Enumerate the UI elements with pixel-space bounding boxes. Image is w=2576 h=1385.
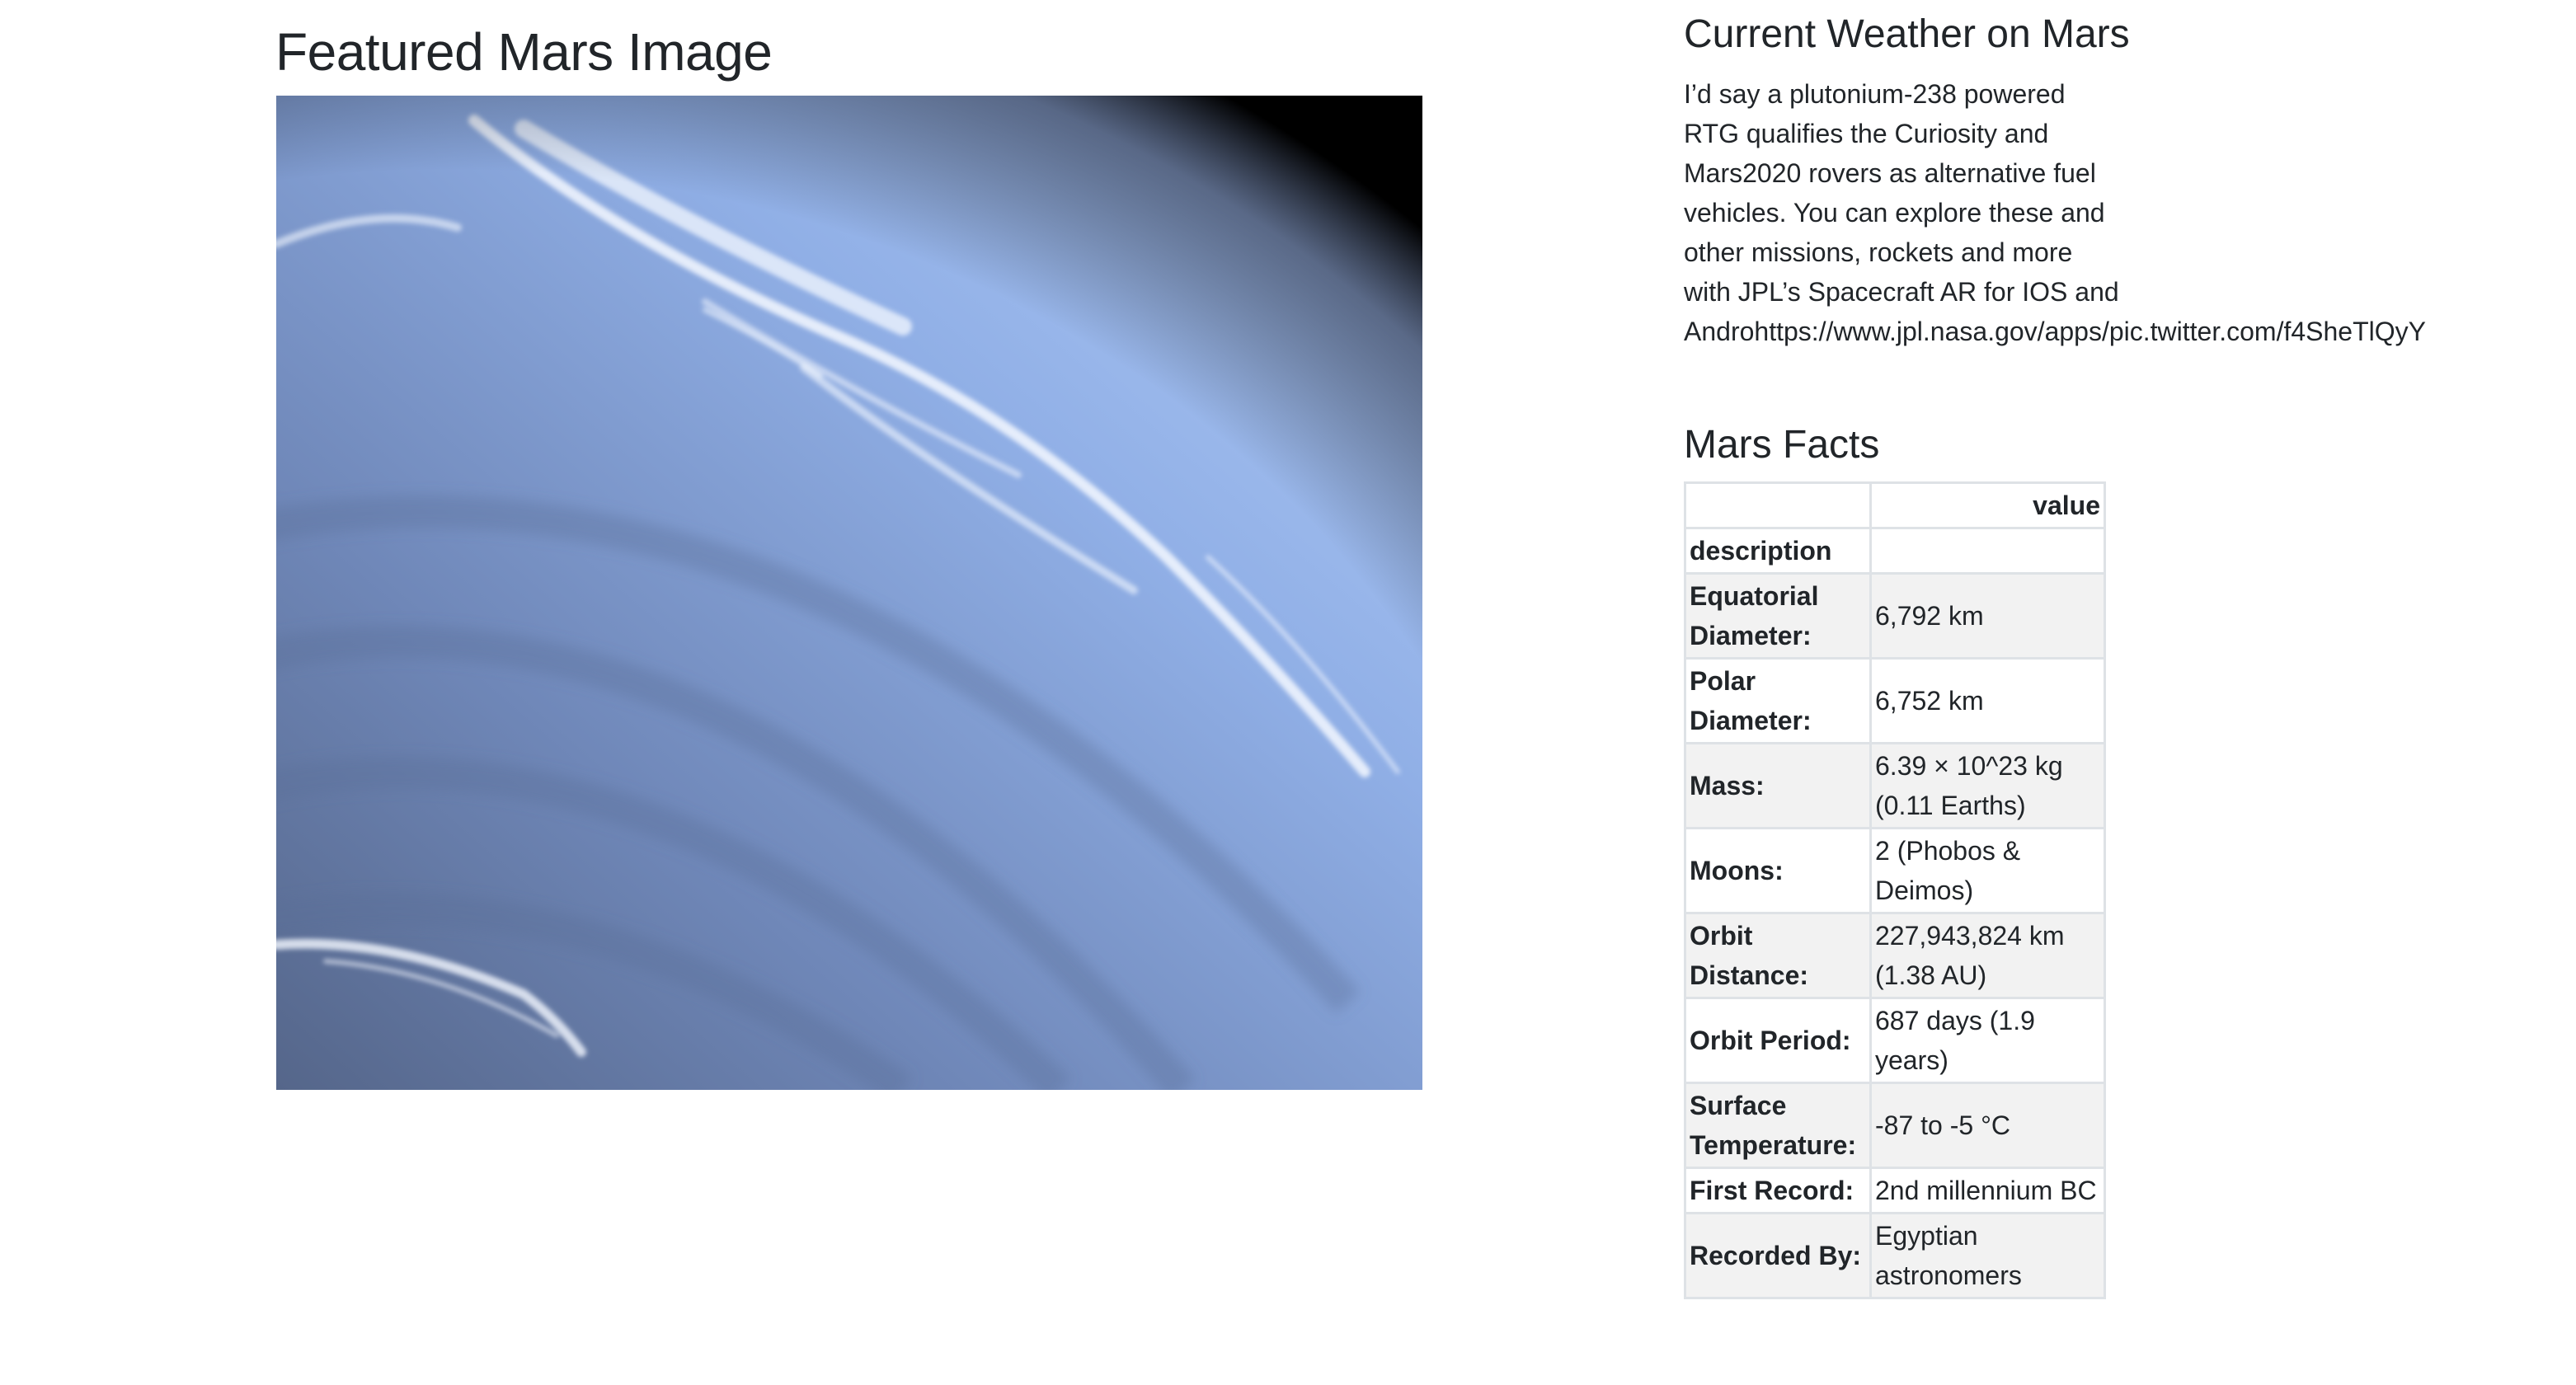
weather-title: Current Weather on Mars — [1684, 12, 2130, 56]
fact-value: 227,943,824 km (1.38 AU) — [1869, 912, 2106, 999]
fact-value: 2nd millennium BC — [1869, 1167, 2106, 1214]
weather-section: Current Weather on Mars I’d say a pluton… — [1684, 12, 2550, 351]
facts-table-head: value description — [1684, 481, 2106, 575]
table-row: Orbit Period: 687 days (1.9 years) — [1684, 997, 2106, 1084]
facts-header-row: value — [1684, 481, 2106, 529]
fact-label: Orbit Period: — [1684, 997, 1872, 1084]
fact-value: 6,752 km — [1869, 657, 2106, 744]
fact-label: Orbit Distance: — [1684, 912, 1872, 999]
weather-tweet: I’d say a plutonium-238 powered RTG qual… — [1684, 74, 2426, 351]
table-row: First Record: 2nd millennium BC — [1684, 1167, 2106, 1214]
table-row: Equatorial Diameter: 6,792 km — [1684, 572, 2106, 660]
fact-value: 6.39 × 10^23 kg (0.11 Earths) — [1869, 742, 2106, 829]
facts-index-label: description — [1684, 527, 1872, 575]
weather-tweet-text: I’d say a plutonium-238 powered RTG qual… — [1684, 79, 2119, 307]
facts-index-blank — [1869, 527, 2106, 575]
fact-label: Surface Temperature: — [1684, 1082, 1872, 1169]
fact-value: 2 (Phobos & Deimos) — [1869, 827, 2106, 914]
table-row: Moons: 2 (Phobos & Deimos) — [1684, 827, 2106, 914]
featured-image-title: Featured Mars Image — [275, 22, 773, 82]
featured-image-graphic — [276, 96, 1422, 1090]
facts-table-body: Equatorial Diameter: 6,792 km Polar Diam… — [1684, 572, 2106, 1299]
fact-label: Mass: — [1684, 742, 1872, 829]
facts-header-blank — [1684, 481, 1872, 529]
facts-header-value: value — [1869, 481, 2106, 529]
facts-section: Mars Facts value description Equatorial … — [1684, 422, 2550, 1299]
mars-facts-table: value description Equatorial Diameter: 6… — [1684, 481, 2106, 1299]
table-row: Polar Diameter: 6,752 km — [1684, 657, 2106, 744]
fact-label: Equatorial Diameter: — [1684, 572, 1872, 660]
fact-label: Moons: — [1684, 827, 1872, 914]
featured-mars-image — [276, 96, 1422, 1090]
fact-value: -87 to -5 °C — [1869, 1082, 2106, 1169]
fact-value: 6,792 km — [1869, 572, 2106, 660]
fact-value: 687 days (1.9 years) — [1869, 997, 2106, 1084]
featured-image-section: Featured Mars Image — [275, 18, 1423, 1090]
fact-value: Egyptian astronomers — [1869, 1212, 2106, 1299]
table-row: Surface Temperature: -87 to -5 °C — [1684, 1082, 2106, 1169]
fact-label: Recorded By: — [1684, 1212, 1872, 1299]
fact-label: Polar Diameter: — [1684, 657, 1872, 744]
table-row: Recorded By: Egyptian astronomers — [1684, 1212, 2106, 1299]
table-row: Mass: 6.39 × 10^23 kg (0.11 Earths) — [1684, 742, 2106, 829]
facts-index-row: description — [1684, 527, 2106, 575]
table-row: Orbit Distance: 227,943,824 km (1.38 AU) — [1684, 912, 2106, 999]
weather-tweet-url: Androhttps://www.jpl.nasa.gov/apps/pic.t… — [1684, 317, 2426, 346]
facts-title: Mars Facts — [1684, 423, 1880, 467]
info-column: Current Weather on Mars I’d say a pluton… — [1684, 12, 2550, 1299]
fact-label: First Record: — [1684, 1167, 1872, 1214]
